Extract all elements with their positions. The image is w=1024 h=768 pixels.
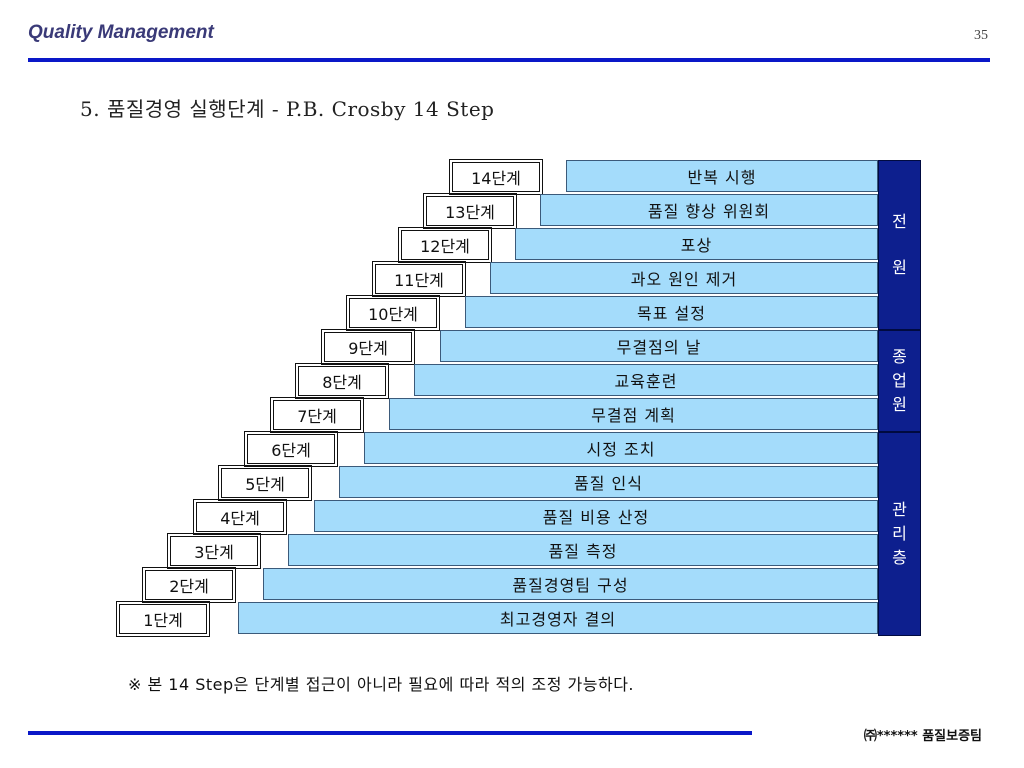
step-bar: 품질 향상 위원회 xyxy=(540,194,878,226)
step-bar: 무결점 계획 xyxy=(389,398,878,430)
step-number-label: 3단계 xyxy=(167,533,261,569)
step-number-label: 7단계 xyxy=(270,397,364,433)
step-number-label: 11단계 xyxy=(372,261,466,297)
slide-title: 5. 품질경영 실행단계 - P.B. Crosby 14 Step xyxy=(80,97,495,121)
step-bar: 품질 인식 xyxy=(339,466,878,498)
step-bar: 반복 시행 xyxy=(566,160,878,192)
header-divider xyxy=(28,58,990,62)
step-number-label: 4단계 xyxy=(193,499,287,535)
side-band-label: 관리층 xyxy=(892,500,907,567)
side-band-management: 관리층 xyxy=(878,432,921,636)
step-number-label: 10단계 xyxy=(346,295,440,331)
step-number-label: 2단계 xyxy=(142,567,236,603)
step-number-label: 6단계 xyxy=(244,431,338,467)
step-bar: 교육훈련 xyxy=(414,364,878,396)
step-number-label: 8단계 xyxy=(295,363,389,399)
footnote: ※ 본 14 Step은 단계별 접근이 아니라 필요에 따라 적의 조정 가능… xyxy=(128,675,635,694)
step-bar: 목표 설정 xyxy=(465,296,878,328)
step-number-label: 14단계 xyxy=(449,159,543,195)
step-bar: 포상 xyxy=(515,228,878,260)
step-bar: 품질 측정 xyxy=(288,534,878,566)
step-bar: 과오 원인 제거 xyxy=(490,262,878,294)
page-number: 35 xyxy=(974,28,988,43)
step-number-label: 9단계 xyxy=(321,329,415,365)
footer-organization: ㈜****** 품질보증팀 xyxy=(863,729,982,744)
step-number-label: 12단계 xyxy=(398,227,492,263)
step-bar: 무결점의 날 xyxy=(440,330,878,362)
footer-divider xyxy=(28,731,752,735)
step-bar: 품질 비용 산정 xyxy=(314,500,878,532)
side-band-label: 종업원 xyxy=(892,347,907,414)
step-number-label: 1단계 xyxy=(116,601,210,637)
side-band-employees: 종업원 xyxy=(878,330,921,432)
side-band-all-staff: 전원 xyxy=(878,160,921,330)
step-number-label: 5단계 xyxy=(218,465,312,501)
step-bar: 최고경영자 결의 xyxy=(238,602,878,634)
side-band-label: 전원 xyxy=(892,211,907,277)
step-number-label: 13단계 xyxy=(423,193,517,229)
step-bar: 시정 조치 xyxy=(364,432,878,464)
step-bar: 품질경영팀 구성 xyxy=(263,568,878,600)
header-title: Quality Management xyxy=(28,22,214,43)
